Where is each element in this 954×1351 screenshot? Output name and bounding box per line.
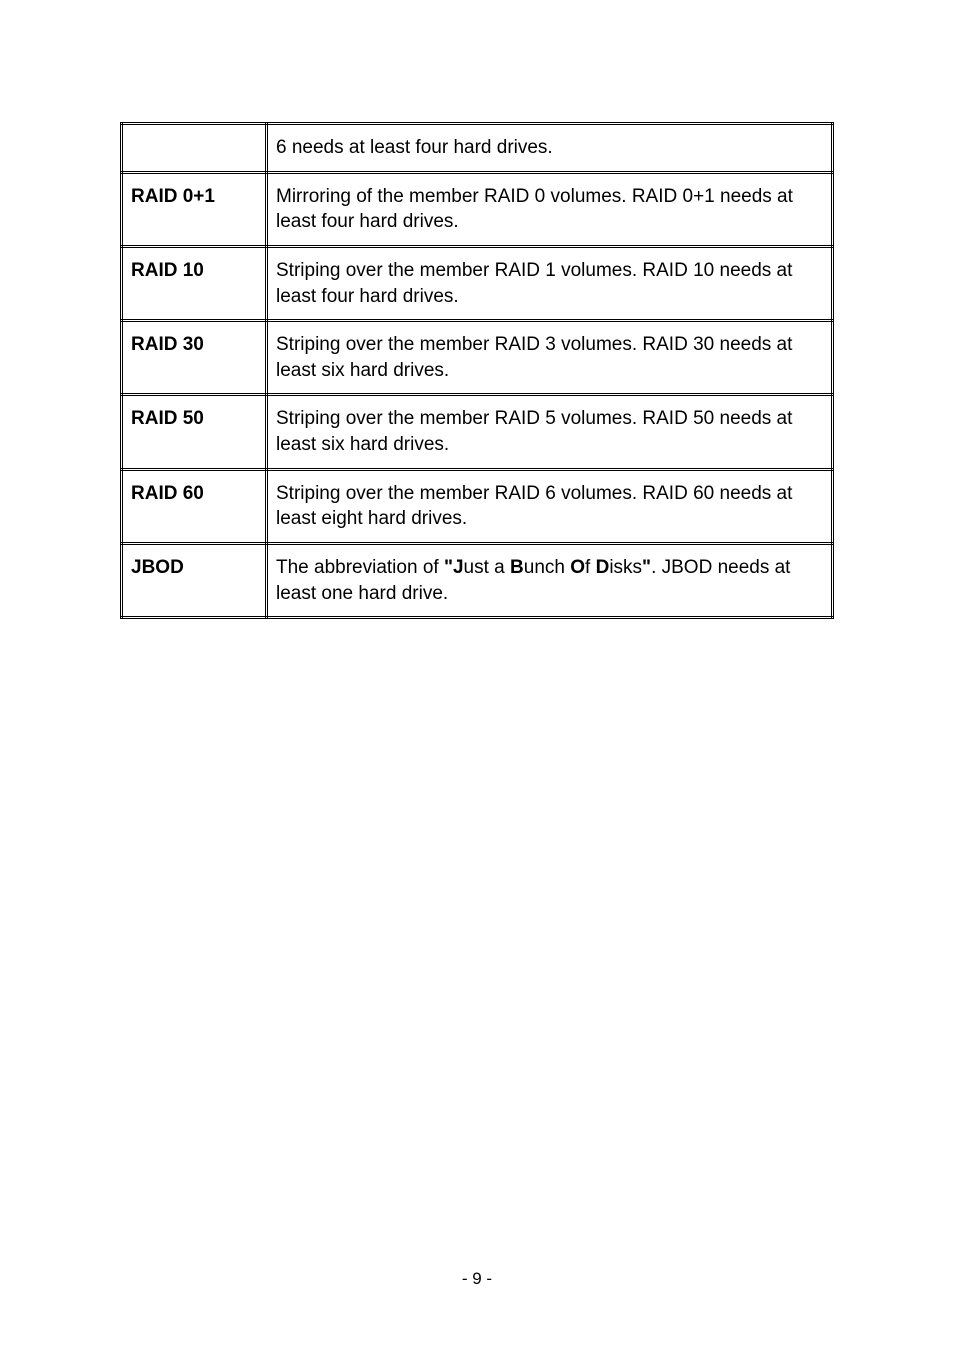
table-row: RAID 0+1Mirroring of the member RAID 0 v… (122, 172, 833, 246)
text-run: unch (524, 557, 570, 578)
text-run: 6 needs at least four hard drives. (276, 137, 553, 158)
raid-description: Striping over the member RAID 1 volumes.… (267, 246, 833, 320)
table-row: RAID 10Striping over the member RAID 1 v… (122, 246, 833, 320)
table-row: RAID 50Striping over the member RAID 5 v… (122, 395, 833, 469)
raid-label: RAID 0+1 (122, 172, 267, 246)
text-run: Mirroring of the member RAID 0 volumes. … (276, 186, 793, 233)
text-run: The abbreviation of (276, 557, 444, 578)
raid-description: Striping over the member RAID 3 volumes.… (267, 321, 833, 395)
page-content: 6 needs at least four hard drives. RAID 0… (0, 0, 954, 619)
raid-label: RAID 60 (122, 469, 267, 543)
text-run: Striping over the member RAID 3 volumes.… (276, 334, 792, 381)
raid-description: Striping over the member RAID 5 volumes.… (267, 395, 833, 469)
text-run: "J (444, 557, 464, 578)
text-run: O (570, 557, 585, 578)
page-footer: - 9 - (0, 1269, 954, 1289)
table-row: RAID 30Striping over the member RAID 3 v… (122, 321, 833, 395)
raid-description: Mirroring of the member RAID 0 volumes. … (267, 172, 833, 246)
text-run: Striping over the member RAID 1 volumes.… (276, 260, 792, 307)
raid-description: Striping over the member RAID 6 volumes.… (267, 469, 833, 543)
text-run: Striping over the member RAID 5 volumes.… (276, 408, 792, 455)
raid-label: JBOD (122, 544, 267, 618)
raid-label: RAID 10 (122, 246, 267, 320)
text-run: f (585, 557, 596, 578)
table-row: RAID 60Striping over the member RAID 6 v… (122, 469, 833, 543)
raid-label: RAID 50 (122, 395, 267, 469)
raid-table-body: 6 needs at least four hard drives. RAID 0… (122, 124, 833, 618)
raid-table: 6 needs at least four hard drives. RAID 0… (120, 122, 834, 619)
text-run: D (596, 557, 610, 578)
text-run: Striping over the member RAID 6 volumes.… (276, 483, 792, 530)
page-number: - 9 - (462, 1269, 492, 1288)
raid-label (122, 124, 267, 173)
raid-label: RAID 30 (122, 321, 267, 395)
text-run: ust a (464, 557, 510, 578)
text-run: isks (609, 557, 642, 578)
raid-description: The abbreviation of "Just a Bunch Of Dis… (267, 544, 833, 618)
raid-description: 6 needs at least four hard drives. (267, 124, 833, 173)
table-row: 6 needs at least four hard drives. (122, 124, 833, 173)
text-run: B (510, 557, 524, 578)
table-row: JBODThe abbreviation of "Just a Bunch Of… (122, 544, 833, 618)
text-run: " (642, 557, 651, 578)
